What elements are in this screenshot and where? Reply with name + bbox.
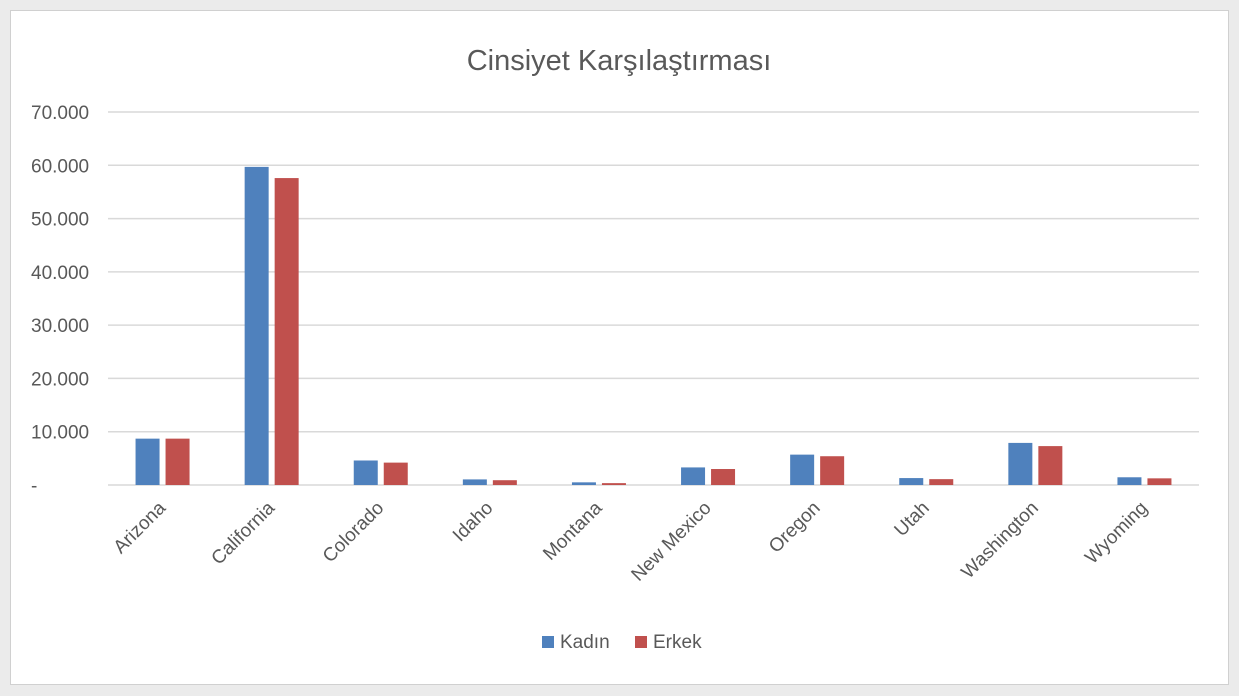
bar-erkek-idaho [492, 480, 517, 485]
bar-erkek-colorado [383, 462, 408, 485]
y-axis-labels: - 10.000 20.000 30.000 40.000 50.000 60.000 70.… [31, 103, 89, 497]
x-tick-label: Oregon [765, 498, 825, 558]
bar-erkek-oregon [820, 456, 845, 485]
bar-kad-n-wyoming [1117, 477, 1142, 485]
bar-erkek-utah [929, 479, 954, 485]
x-tick-label: Utah [891, 498, 934, 541]
bar-erkek-washington [1038, 446, 1063, 485]
y-tick-label: 50.000 [31, 210, 89, 231]
bar-erkek-california [274, 178, 299, 485]
x-tick-label: Idaho [449, 498, 497, 546]
bar-kad-n-montana [571, 482, 596, 485]
bar-kad-n-arizona [135, 438, 160, 485]
bar-chart: Cinsiyet Karşılaştırması - 10.000 20.000 30… [31, 45, 1199, 653]
y-tick-label: 10.000 [31, 423, 89, 444]
y-tick-label: 70.000 [31, 103, 89, 124]
y-tick-label: 30.000 [31, 316, 89, 337]
bar-erkek-wyoming [1147, 478, 1172, 485]
legend-swatch [635, 636, 647, 648]
x-tick-label: New Mexico [628, 498, 716, 586]
chart-title: Cinsiyet Karşılaştırması [467, 45, 772, 77]
bar-kad-n-california [244, 166, 269, 486]
bar-kad-n-idaho [462, 479, 487, 485]
bar-erkek-new-mexico [711, 469, 736, 485]
bar-erkek-arizona [165, 438, 190, 485]
gridlines [108, 111, 1199, 486]
x-tick-label: Wyoming [1081, 498, 1152, 569]
bars [135, 166, 1172, 486]
bar-erkek-montana [601, 483, 626, 485]
y-tick-label: 20.000 [31, 369, 89, 390]
y-tick-label: - [31, 476, 37, 497]
legend-label: Kadın [560, 632, 610, 653]
x-tick-label: Colorado [319, 498, 388, 567]
bar-kad-n-utah [899, 478, 924, 485]
x-axis-labels: Arizona California Colorado Idaho Montana New… [110, 497, 1152, 585]
x-tick-label: Arizona [110, 497, 171, 558]
bar-kad-n-colorado [353, 460, 378, 485]
chart-area: Cinsiyet Karşılaştırması - 10.000 20.000 30… [10, 10, 1229, 685]
legend: Kadın Erkek [542, 632, 702, 653]
y-tick-label: 40.000 [31, 263, 89, 284]
legend-label: Erkek [653, 632, 702, 653]
bar-kad-n-oregon [790, 454, 815, 485]
y-tick-label: 60.000 [31, 156, 89, 177]
bar-kad-n-washington [1008, 442, 1033, 485]
bar-kad-n-new-mexico [681, 467, 706, 485]
x-tick-label: Montana [539, 497, 606, 564]
legend-swatch [542, 636, 554, 648]
x-tick-label: California [208, 497, 280, 569]
x-tick-label: Washington [958, 498, 1043, 583]
